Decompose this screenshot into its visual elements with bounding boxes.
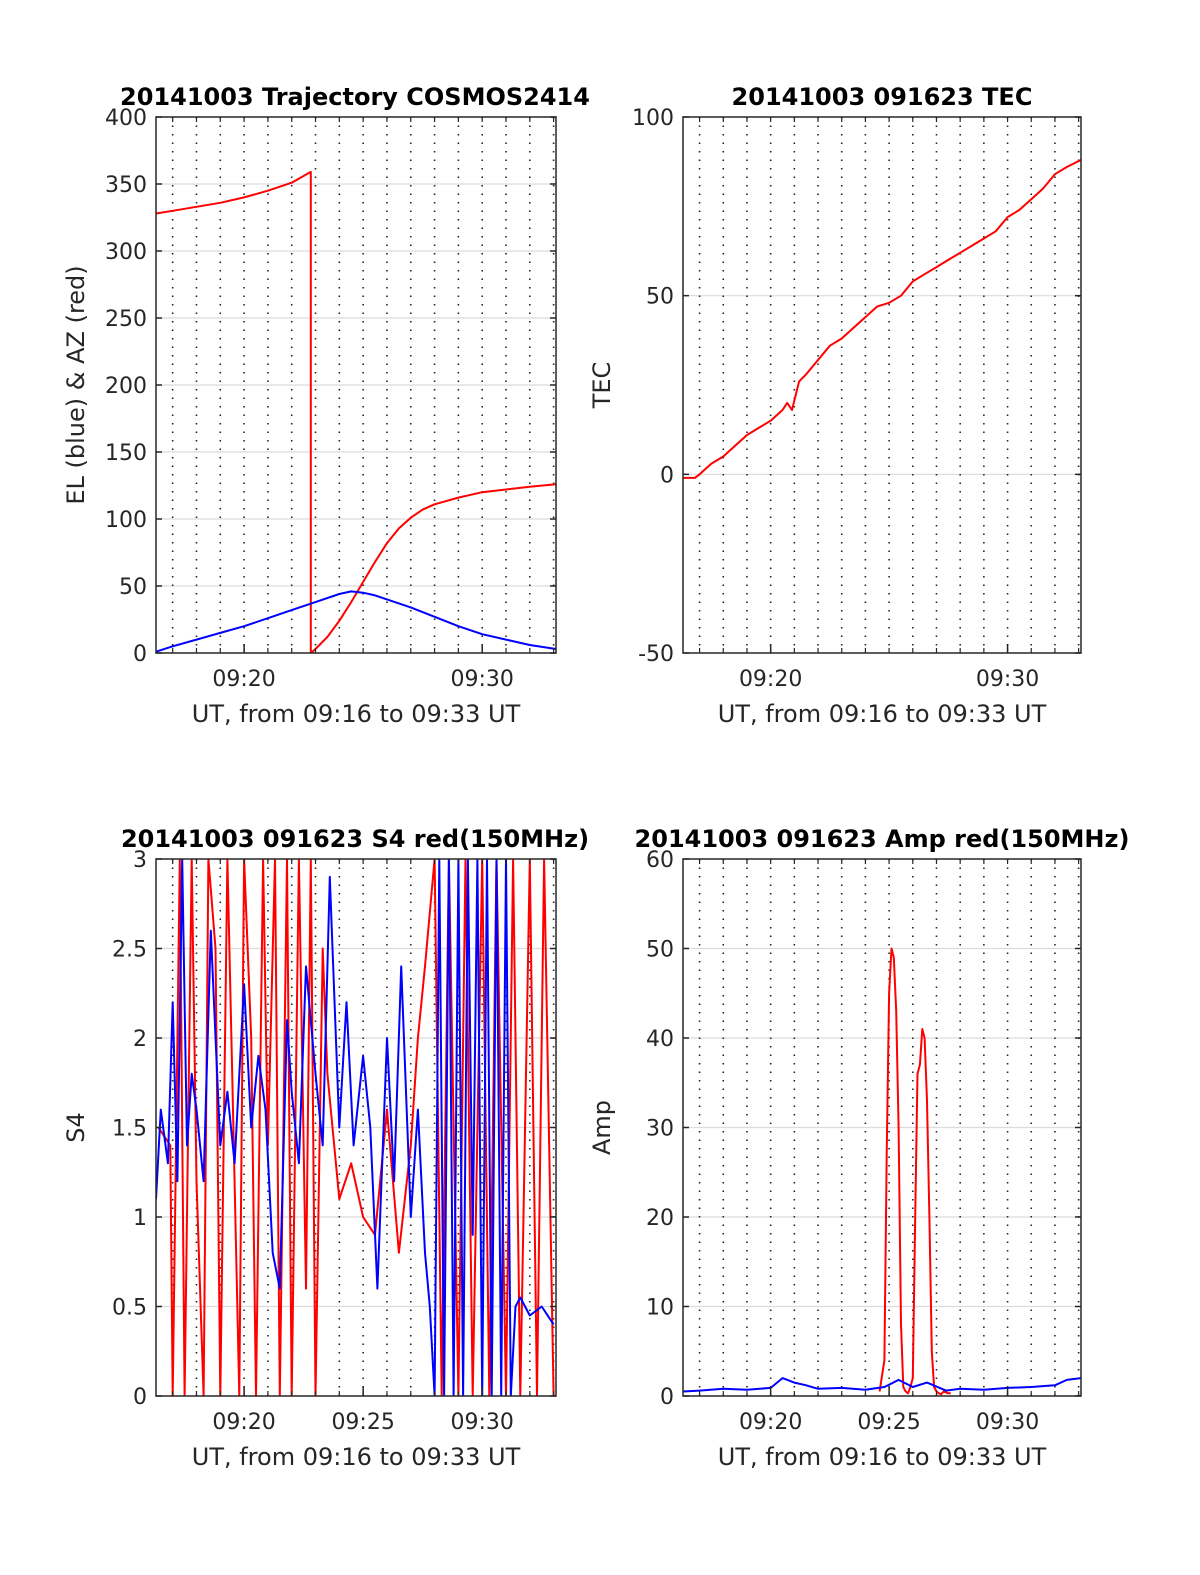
y-tick-label: 1.5 — [112, 1117, 147, 1142]
y-tick-label: 0 — [660, 463, 674, 488]
plot-s4: 0 0.5 1 1.5 2 2.5 3 09:20 09:25 09:30 UT, from 09:… — [62, 825, 589, 1471]
y-tick-label: 100 — [632, 106, 674, 131]
series-line-amp-red — [878, 947, 951, 1396]
x-tick-label: 09:20 — [739, 667, 802, 692]
x-axis-label: UT, from 09:16 to 09:33 UT — [718, 700, 1047, 728]
y-tick-label: 400 — [105, 106, 147, 131]
y-tick-label: 2 — [133, 1027, 147, 1052]
plot-area — [683, 117, 1081, 653]
series-line-s4-blue — [156, 859, 555, 1396]
y-tick-label: -50 — [638, 642, 674, 667]
x-axis-label: UT, from 09:16 to 09:33 UT — [192, 700, 521, 728]
x-tick-label: 09:20 — [739, 1410, 802, 1435]
plot-tec: -50 0 50 100 09:20 09:30 UT, from 09:16 to 09:… — [588, 83, 1082, 728]
y-tick-label: 200 — [105, 374, 147, 399]
y-tick-label: 10 — [646, 1296, 674, 1321]
series-line-tec — [683, 159, 1081, 479]
y-tick-label: 300 — [105, 240, 147, 265]
x-tick-label: 09:30 — [976, 1410, 1039, 1435]
series-line-az — [156, 170, 556, 653]
y-tick-label: 0 — [133, 642, 147, 667]
y-axis-label: S4 — [62, 1112, 90, 1143]
x-tick-label: 09:25 — [857, 1410, 920, 1435]
x-tick-label: 09:25 — [331, 1410, 394, 1435]
y-tick-label: 100 — [105, 508, 147, 533]
y-tick-label: 50 — [119, 575, 147, 600]
x-axis-label: UT, from 09:16 to 09:33 UT — [192, 1443, 521, 1471]
chart-title: 20141003 091623 S4 red(150MHz) — [121, 825, 589, 853]
y-tick-label: 2.5 — [112, 938, 147, 963]
y-tick-label: 150 — [105, 441, 147, 466]
x-tick-label: 09:30 — [450, 1410, 513, 1435]
series-group — [683, 159, 1081, 479]
series-group — [156, 170, 556, 653]
plot-amp: 0 10 20 30 40 50 60 09:20 09:25 09:30 UT, from 09:… — [588, 825, 1129, 1471]
y-tick-label: 350 — [105, 173, 147, 198]
x-tick-label: 09:30 — [450, 667, 513, 692]
y-tick-label: 20 — [646, 1206, 674, 1231]
x-tick-label: 09:30 — [976, 667, 1039, 692]
chart-title: 20141003 091623 TEC — [732, 83, 1033, 111]
axes-box — [682, 116, 1082, 654]
x-tick-label: 09:20 — [212, 1410, 275, 1435]
series-group — [683, 947, 1081, 1396]
y-tick-label: 3 — [133, 848, 147, 873]
y-tick-label: 30 — [646, 1117, 674, 1142]
chart-title: 20141003 091623 Amp red(150MHz) — [635, 825, 1130, 853]
y-tick-label: 0 — [660, 1385, 674, 1410]
y-tick-label: 40 — [646, 1027, 674, 1052]
y-tick-label: 0.5 — [112, 1296, 147, 1321]
y-axis-label: Amp — [588, 1100, 616, 1155]
series-line-el — [156, 590, 556, 653]
chart-title: 20141003 Trajectory COSMOS2414 — [120, 83, 590, 111]
plot-trajectory: 0 50 100 150 200 250 300 350 400 09:20 09:30 UT, fr… — [62, 83, 590, 728]
y-axis-label: EL (blue) & AZ (red) — [62, 265, 90, 504]
y-tick-label: 250 — [105, 307, 147, 332]
x-axis-label: UT, from 09:16 to 09:33 UT — [718, 1443, 1047, 1471]
x-tick-label: 09:20 — [212, 667, 275, 692]
y-tick-label: 50 — [646, 938, 674, 963]
y-tick-label: 50 — [646, 285, 674, 310]
series-line-s4-red — [157, 859, 555, 1396]
y-axis-label: TEC — [588, 362, 616, 410]
y-tick-label: 60 — [646, 848, 674, 873]
series-group — [156, 859, 555, 1396]
y-tick-label: 0 — [133, 1385, 147, 1410]
y-tick-label: 1 — [133, 1206, 147, 1231]
series-line-amp-blue — [683, 1377, 1081, 1393]
